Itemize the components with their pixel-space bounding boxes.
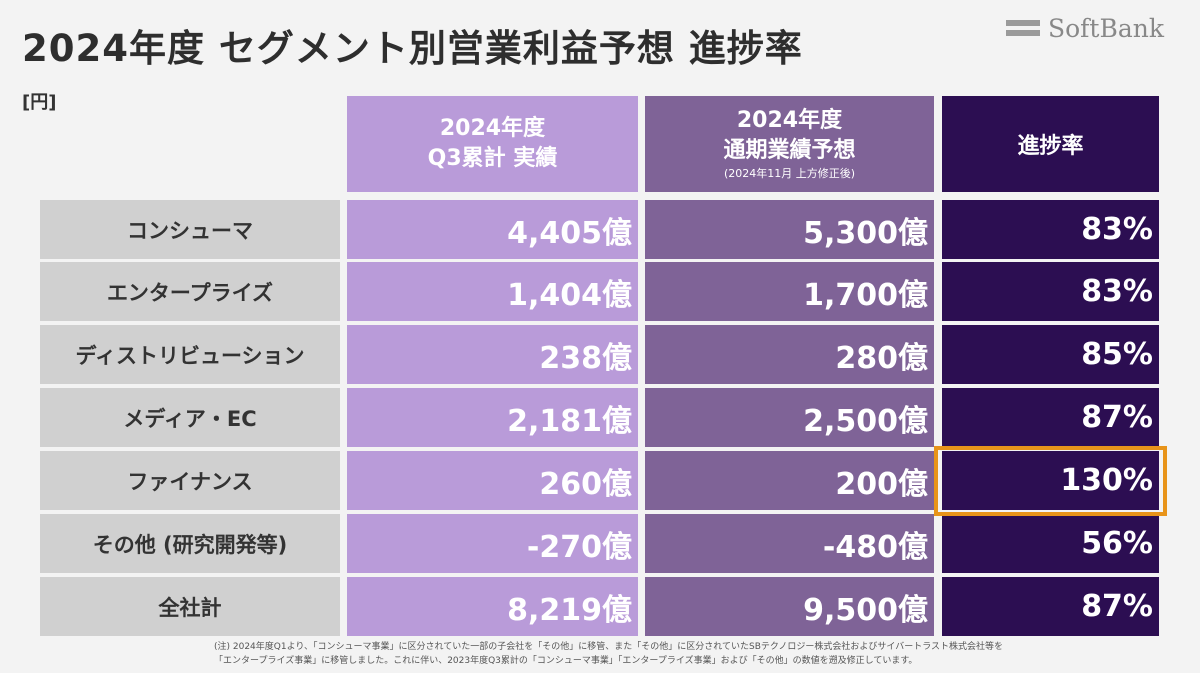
actual-value: 1,404億	[347, 262, 638, 321]
progress-rate: 87%	[942, 577, 1159, 636]
column-header-rate-label: 進捗率	[1017, 134, 1084, 159]
actual-value: 4,405億	[347, 200, 638, 259]
page-title: 2024年度 セグメント別営業利益予想 進捗率	[22, 27, 803, 70]
softbank-logo-icon	[1006, 17, 1040, 39]
column-header-actual-line2: Q3累計 実績	[427, 146, 558, 171]
actual-value: -270億	[347, 514, 638, 573]
column-header-actual-line1: 2024年度	[439, 116, 546, 142]
forecast-value: 1,700億	[645, 262, 934, 321]
progress-rate: 87%	[942, 388, 1159, 447]
column-header-forecast-line2: 通期業績予想	[723, 137, 856, 163]
forecast-value: -480億	[645, 514, 934, 573]
segment-label: ディストリビューション	[40, 325, 340, 384]
logo-text: SoftBank	[1048, 13, 1165, 43]
segment-label: 全社計	[40, 577, 340, 636]
finance-rate-highlight-box	[934, 446, 1167, 516]
progress-rate: 130%	[942, 451, 1159, 510]
forecast-value: 280億	[645, 325, 934, 384]
footnote-line: 「エンタープライズ事業」に移管しました。これに伴い、2023年度Q3累計の「コン…	[214, 656, 918, 666]
forecast-value: 5,300億	[645, 200, 934, 259]
softbank-logo: SoftBank	[1006, 12, 1164, 44]
progress-rate: 83%	[942, 262, 1159, 321]
footnote: (注) 2024年度Q1より、「コンシューマ事業」に区分されていた一部の子会社を…	[214, 640, 1194, 668]
progress-rate: 85%	[942, 325, 1159, 384]
segment-label: その他 (研究開発等)	[40, 514, 340, 573]
unit-label: [円]	[22, 92, 57, 113]
forecast-value: 200億	[645, 451, 934, 510]
forecast-value: 9,500億	[645, 577, 934, 636]
actual-value: 8,219億	[347, 577, 638, 636]
actual-value: 238億	[347, 325, 638, 384]
column-header-forecast: 2024年度 通期業績予想 (2024年11月 上方修正後)	[645, 96, 934, 192]
segment-label: エンタープライズ	[40, 262, 340, 321]
forecast-value: 2,500億	[645, 388, 934, 447]
column-header-forecast-line1: 2024年度	[736, 107, 843, 133]
progress-rate: 83%	[942, 200, 1159, 259]
progress-rate: 56%	[942, 514, 1159, 573]
segment-label: コンシューマ	[40, 200, 340, 259]
actual-value: 260億	[347, 451, 638, 510]
column-header-rate: 進捗率	[942, 96, 1159, 192]
segment-label: メディア・EC	[40, 388, 340, 447]
segment-label: ファイナンス	[40, 451, 340, 510]
column-header-forecast-note: (2024年11月 上方修正後)	[723, 167, 856, 181]
footnote-line: (注) 2024年度Q1より、「コンシューマ事業」に区分されていた一部の子会社を…	[214, 642, 1004, 652]
column-header-actual: 2024年度 Q3累計 実績	[347, 96, 638, 192]
actual-value: 2,181億	[347, 388, 638, 447]
